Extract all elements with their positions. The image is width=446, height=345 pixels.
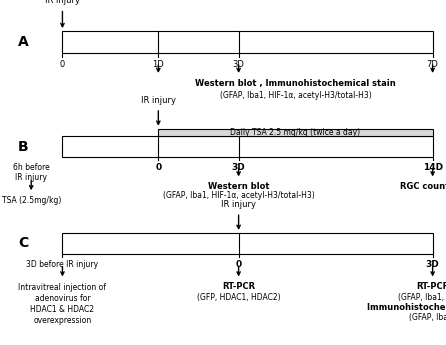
Text: 7D: 7D (427, 60, 438, 69)
Text: RT-PCR: RT-PCR (416, 282, 446, 291)
Text: 6h before: 6h before (13, 163, 50, 172)
Text: adenovirus for: adenovirus for (35, 294, 90, 303)
Text: IR injury: IR injury (221, 200, 256, 209)
Text: RT-PCR: RT-PCR (222, 282, 255, 291)
Text: 3D: 3D (232, 163, 245, 172)
Text: Western blot , Immunohistochemical stain: Western blot , Immunohistochemical stain (195, 79, 396, 88)
Text: 3D: 3D (426, 260, 439, 269)
Text: 0: 0 (60, 60, 65, 69)
Text: (GFAP, Iba1, iNOS): (GFAP, Iba1, iNOS) (397, 293, 446, 302)
Text: (GFAP, Iba1, HIF-1α, acetyl-H3/total-H3): (GFAP, Iba1, HIF-1α, acetyl-H3/total-H3) (219, 91, 372, 100)
Text: (GFAP, Iba1): (GFAP, Iba1) (409, 313, 446, 322)
Text: 1D: 1D (153, 60, 164, 69)
Text: B: B (18, 140, 29, 154)
Text: Immunohistochemical stain: Immunohistochemical stain (368, 303, 446, 312)
Text: Intravitreal injection of: Intravitreal injection of (18, 283, 107, 292)
Text: Western blot: Western blot (208, 182, 269, 191)
Text: 14D: 14D (422, 163, 443, 172)
Bar (62, 233, 433, 254)
Text: RGC counting: RGC counting (401, 182, 446, 191)
Text: 0: 0 (235, 260, 242, 269)
Bar (62, 136, 433, 157)
Text: A: A (18, 35, 29, 49)
Text: TSA (2.5mg/kg): TSA (2.5mg/kg) (1, 196, 61, 205)
Text: IR injury: IR injury (45, 0, 80, 5)
Text: overexpression: overexpression (33, 316, 91, 325)
Text: 0: 0 (155, 163, 161, 172)
Bar (62, 31, 433, 53)
Text: C: C (18, 236, 28, 250)
Text: Daily TSA 2.5 mg/kg (twice a day): Daily TSA 2.5 mg/kg (twice a day) (231, 128, 360, 137)
Text: 3D before IR injury: 3D before IR injury (26, 260, 99, 269)
Bar (158, 129, 433, 136)
Text: IR injury: IR injury (15, 173, 47, 182)
Text: (GFP, HDAC1, HDAC2): (GFP, HDAC1, HDAC2) (197, 293, 281, 302)
Text: 3D: 3D (233, 60, 244, 69)
Text: HDAC1 & HDAC2: HDAC1 & HDAC2 (30, 305, 95, 314)
Text: (GFAP, Iba1, HIF-1α, acetyl-H3/total-H3): (GFAP, Iba1, HIF-1α, acetyl-H3/total-H3) (163, 191, 314, 200)
Text: IR injury: IR injury (141, 96, 176, 105)
